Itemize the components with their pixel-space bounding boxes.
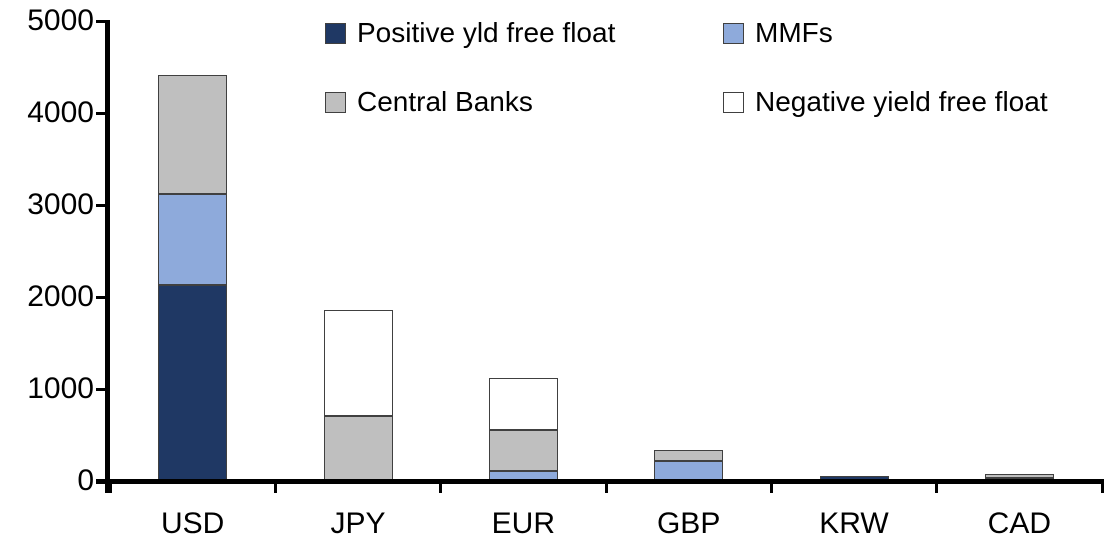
- y-tick: [96, 479, 106, 483]
- legend-label: MMFs: [755, 17, 833, 48]
- x-category-label: JPY: [330, 507, 386, 540]
- legend-item-central-banks: Central Banks: [325, 86, 533, 117]
- x-category-label: CAD: [987, 507, 1051, 540]
- bar-segment-negative-yield-free-float: [488, 378, 558, 430]
- bar-segment-central-banks: [654, 450, 724, 461]
- y-tick-label: 0: [77, 464, 94, 497]
- legend-label: Positive yld free float: [357, 17, 616, 48]
- x-tick: [769, 479, 773, 493]
- bar-segment-mmfs: [158, 194, 228, 285]
- x-category-label: KRW: [819, 507, 889, 540]
- bar-segment-central-banks: [488, 430, 558, 471]
- y-tick: [96, 387, 106, 391]
- legend-swatch-icon: [723, 22, 744, 44]
- x-category-label: USD: [160, 507, 225, 540]
- legend-item-positive-yld-free-float: Positive yld free float: [325, 17, 616, 48]
- y-tick-label: 5000: [27, 4, 94, 37]
- x-tick: [1100, 479, 1104, 493]
- bar-segment-positive-yld-free-float: [158, 285, 228, 481]
- legend-label: Central Banks: [357, 86, 533, 117]
- x-tick: [935, 479, 939, 493]
- legend-item-negative-yield-free-float: Negative yield free float: [723, 86, 1048, 117]
- legend-swatch-icon: [325, 91, 346, 113]
- y-tick: [96, 295, 106, 299]
- x-category-label: GBP: [656, 507, 721, 540]
- y-tick-label: 4000: [27, 96, 94, 129]
- y-tick: [96, 19, 106, 23]
- legend-swatch-icon: [723, 91, 744, 113]
- y-tick-label: 3000: [27, 188, 94, 221]
- bar-segment-central-banks: [984, 474, 1054, 478]
- x-axis-line: [96, 479, 1103, 484]
- y-tick-label: 2000: [27, 280, 94, 313]
- y-axis-line: [105, 20, 110, 493]
- legend-label: Negative yield free float: [755, 86, 1048, 117]
- bar-segment-negative-yield-free-float: [323, 310, 393, 416]
- y-tick: [96, 203, 106, 207]
- x-tick: [439, 479, 443, 493]
- legend-item-mmfs: MMFs: [723, 17, 833, 48]
- y-tick: [96, 111, 106, 115]
- bar-segment-mmfs: [654, 461, 724, 481]
- bar-segment-central-banks: [158, 75, 228, 194]
- x-tick: [604, 479, 608, 493]
- legend-swatch-icon: [325, 22, 346, 44]
- x-category-label: EUR: [491, 507, 555, 540]
- x-tick: [108, 479, 112, 493]
- y-tick-label: 1000: [27, 372, 94, 405]
- x-tick: [273, 479, 277, 493]
- bar-segment-central-banks: [323, 416, 393, 481]
